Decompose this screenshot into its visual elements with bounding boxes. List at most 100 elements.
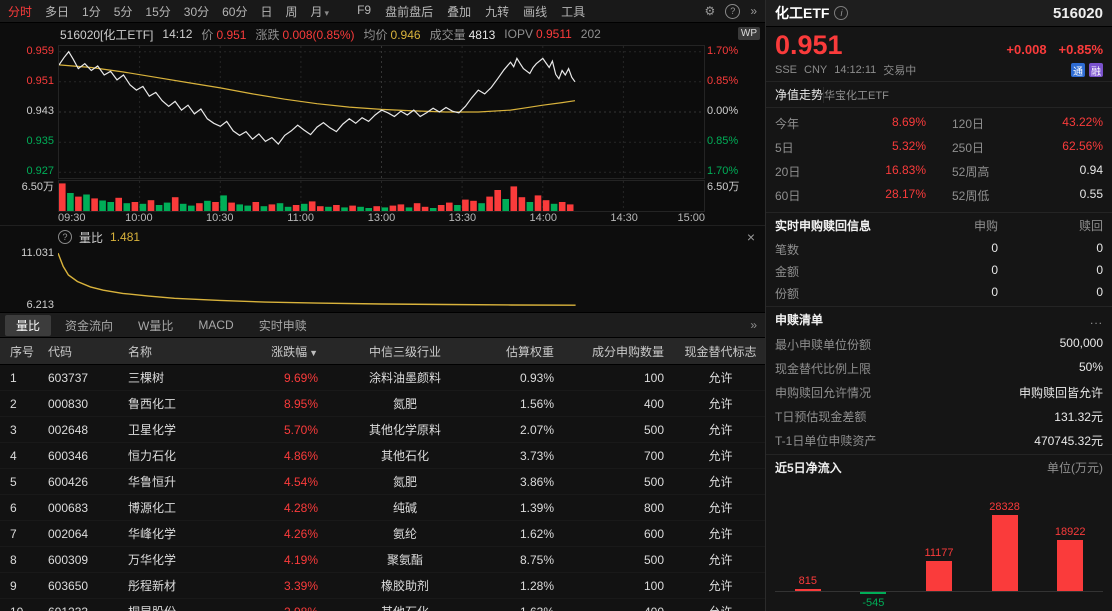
flow-bar (926, 561, 952, 591)
quote-sub-row: SSE CNY 14:12:11 交易中 通融 (766, 60, 1112, 81)
table-cell: 允许 (708, 397, 733, 411)
table-cell: 600346 (48, 448, 89, 463)
table-row[interactable]: 7 002064 华峰化学 4.26% 氨纶 1.62% 600 允许 (0, 521, 765, 547)
toolbar-menu-item[interactable]: 九转 (485, 4, 510, 19)
indicator-tab[interactable]: MACD (198, 318, 234, 332)
table-cell: 4.28% (283, 500, 318, 515)
time-axis-label: 09:30 (58, 212, 86, 224)
list-item: 现金替代比例上限 50% (766, 356, 1112, 380)
table-cell: 0.93% (519, 370, 554, 385)
toolbar-menu-item[interactable]: 盘前盘后 (385, 4, 434, 19)
stat-value: 16.83% (885, 162, 926, 177)
period-tab[interactable]: 15分 (145, 4, 171, 19)
percent-axis-label: 1.70% (707, 165, 739, 178)
chart-pane: 分时 多日 1分 5分 15分 30分 60分日周月 ▾ F9 盘前盘后 叠加 九转 画线 工具 ⚙ ?… (0, 0, 765, 611)
more-icon[interactable]: ... (1089, 312, 1103, 327)
list-item-value: 500,000 (1059, 335, 1103, 350)
period-tab[interactable]: 多日 (45, 4, 70, 19)
volume-bar (59, 183, 66, 211)
table-header-cell[interactable]: 估算权重 (505, 344, 554, 359)
table-cell: 其他化学原料 (368, 423, 441, 437)
nav-trend-row[interactable]: 净值走势 华宝化工ETF (766, 81, 1112, 108)
nav-trend-label[interactable]: 净值走势 (775, 88, 824, 102)
table-cell: 3.73% (519, 448, 554, 463)
indicator-tab[interactable]: 实时申赎 (258, 318, 307, 333)
stat-label: 52周低 (952, 188, 990, 203)
quote-strip-field-value: 0.946 (390, 27, 421, 42)
table-row[interactable]: 5 600426 华鲁恒升 4.54% 氮肥 3.86% 500 允许 (0, 469, 765, 495)
table-cell: 500 (643, 474, 664, 489)
table-cell: 1.62% (519, 526, 554, 541)
table-row[interactable]: 4 600346 恒力石化 4.86% 其他石化 3.73% 700 允许 (0, 443, 765, 469)
period-tab[interactable]: 1分 (82, 4, 101, 19)
volume-bar (405, 207, 413, 211)
table-header-cell[interactable]: 中信三级行业 (368, 344, 441, 359)
indicator-tab[interactable]: W量比 (138, 318, 174, 333)
table-cell: 600309 (48, 552, 89, 567)
table-row[interactable]: 6 000683 博源化工 4.28% 纯碱 1.39% 800 允许 (0, 495, 765, 521)
table-row[interactable]: 8 600309 万华化学 4.19% 聚氨酯 8.75% 500 允许 (0, 547, 765, 573)
time-axis-label: 13:00 (367, 212, 396, 224)
period-tab[interactable]: 日 (260, 4, 273, 19)
time-axis-label: 11:00 (287, 212, 314, 224)
period-tab[interactable]: 周 (285, 4, 298, 19)
period-tab[interactable]: 5分 (113, 4, 133, 19)
table-header-cell[interactable]: 涨跌幅 ▼ (271, 344, 318, 359)
period-tab[interactable]: 30分 (183, 4, 210, 19)
table-cell: 8.95% (283, 396, 318, 411)
toolbar-menu-item[interactable]: 画线 (523, 4, 548, 19)
period-tab[interactable]: 月 ▾ (310, 4, 330, 19)
price-plot[interactable] (58, 45, 705, 179)
table-row[interactable]: 2 000830 鲁西化工 8.95% 氮肥 1.56% 400 允许 (0, 391, 765, 417)
time-axis-label: 15:00 (677, 212, 705, 224)
table-header-cell[interactable]: 成分申购数量 (591, 344, 664, 359)
indicator-tab[interactable]: 资金流向 (65, 318, 114, 333)
price-row: 0.951 +0.008 +0.85% (766, 27, 1112, 60)
table-header-cell[interactable]: 序号 (10, 344, 35, 359)
quote-strip-truncated-text: 202 (580, 27, 601, 41)
info-icon[interactable]: i (834, 6, 849, 20)
volume-bar (494, 190, 501, 211)
rt-redeem-value: 0 (1096, 240, 1103, 255)
expand-chevrons-icon[interactable]: » (750, 4, 757, 18)
volume-bar (204, 200, 211, 211)
help-icon[interactable]: ? (725, 3, 741, 19)
table-cell: 氮肥 (392, 397, 417, 411)
table-cell: 100 (643, 370, 664, 385)
table-cell: 9 (10, 578, 17, 593)
table-row[interactable]: 3 002648 卫星化学 5.70% 其他化学原料 2.07% 500 允许 (0, 417, 765, 443)
table-cell: 100 (643, 578, 664, 593)
time-axis: 09:30 10:00 10:30 11:00 13:00 13:30 14:00 14:30… (58, 212, 705, 225)
time-axis-label: 10:30 (205, 212, 234, 224)
period-tab[interactable]: 60分 (222, 4, 248, 19)
indicator-help-icon[interactable]: ? (58, 230, 72, 244)
table-cell: 600426 (48, 474, 89, 489)
net-inflow-chart: 815 -545 11177 28328 18922 (775, 482, 1103, 611)
volume-bar (478, 203, 485, 211)
table-cell: 允许 (708, 579, 733, 593)
toolbar-menu-item[interactable]: 叠加 (447, 4, 472, 19)
period-tab[interactable]: 分时 (8, 4, 33, 19)
table-cell: 3 (10, 422, 17, 437)
table-header-cell[interactable]: 现金替代标志 (684, 344, 757, 359)
quote-strip-item: 成交量 4813 (430, 26, 496, 42)
table-header-cell[interactable]: 名称 (128, 344, 153, 359)
table-cell: 桐昆股份 (118, 603, 248, 611)
settings-gear-icon[interactable]: ⚙ (704, 4, 716, 18)
indicator-tab[interactable]: 量比 (5, 314, 52, 336)
collapse-panel-icon[interactable]: » (750, 318, 757, 332)
table-row[interactable]: 1 603737 三棵树 9.69% 涂料油墨颜料 0.93% 100 允许 (0, 365, 765, 391)
list-section-header: 申赎清单 ... (766, 306, 1112, 332)
volume-plot[interactable] (58, 180, 705, 212)
table-cell: 允许 (708, 449, 733, 463)
toolbar-menu-item[interactable]: F9 (357, 2, 372, 17)
table-header-cell[interactable]: 代码 (48, 344, 73, 359)
close-icon[interactable]: × (746, 229, 755, 245)
volume-bar (139, 203, 147, 211)
table-cell: 603650 (48, 578, 89, 593)
volume-bar (284, 206, 292, 211)
indicator-plot[interactable] (58, 248, 705, 308)
toolbar-menu-item[interactable]: 工具 (561, 4, 586, 19)
table-row[interactable]: 9 603650 彤程新材 3.39% 橡胶助剂 1.28% 100 允许 (0, 573, 765, 599)
